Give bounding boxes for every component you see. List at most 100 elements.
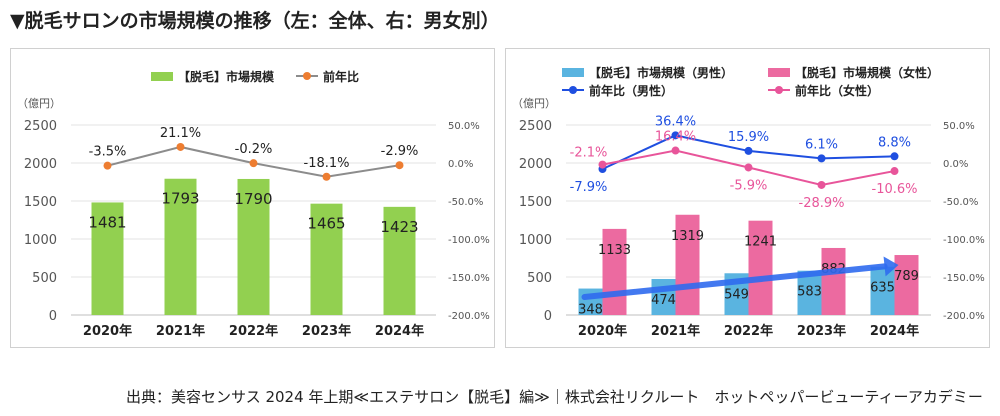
y-tick-label: 1000 <box>24 233 57 248</box>
y-tick-label: 1500 <box>24 195 57 210</box>
legend-label: 【脱毛】市場規模（男性） <box>589 65 733 80</box>
x-tick-label: 2023年 <box>797 323 846 339</box>
bar-data-label: 1241 <box>744 235 777 250</box>
x-tick-label: 2021年 <box>156 323 205 339</box>
line-point <box>395 161 404 170</box>
trend-arrow-shaft <box>581 263 888 300</box>
y2-tick-label: -50.0% <box>448 197 483 208</box>
bar-data-label: 474 <box>651 293 676 308</box>
bar <box>383 206 416 315</box>
x-tick-label: 2022年 <box>724 323 773 339</box>
legend-marker <box>303 72 311 80</box>
bar <box>894 255 919 315</box>
legend-label: 前年比 <box>323 69 359 84</box>
chart-gender: 0 500 1000 1500 2000 2500 -200.0% -150.0% -100.0… <box>512 65 985 339</box>
bar <box>91 202 124 315</box>
line-data-label: -7.9% <box>570 180 608 195</box>
y2-tick-label: -150.0% <box>448 273 490 284</box>
line-data-label: 8.8% <box>878 135 911 150</box>
line-point <box>890 152 899 161</box>
bar <box>164 178 197 315</box>
legend-label: 【脱毛】市場規模 <box>178 69 275 84</box>
x-tick-label: 2023年 <box>302 323 351 339</box>
bar <box>797 270 822 315</box>
line-point <box>671 131 680 140</box>
bar-data-label: 1465 <box>307 215 345 233</box>
bar <box>870 266 895 315</box>
line-data-label: 15.9% <box>728 130 769 145</box>
line-data-label: -10.6% <box>872 182 918 197</box>
bar-data-label: 1481 <box>88 213 126 231</box>
x-tick-label: 2020年 <box>578 323 627 339</box>
bar-data-label: 1319 <box>671 229 704 244</box>
y2-tick-label: 50.0% <box>943 121 975 132</box>
line-data-label: -5.9% <box>730 178 768 193</box>
legend-swatch <box>151 72 173 81</box>
line-point <box>671 146 680 155</box>
line-point <box>817 154 826 163</box>
y-tick-label: 500 <box>527 271 552 286</box>
source-note: 出典：美容センサス 2024 年上期≪エステサロン【脱毛】編≫｜株式会社リクルー… <box>126 388 983 406</box>
line-point <box>817 180 826 189</box>
chart-total: 0 500 1000 1500 2000 2500 -200.0% -150.0% -100.0… <box>17 69 490 339</box>
x-tick-label: 2020年 <box>83 323 132 339</box>
y2-tick-label: -100.0% <box>943 235 985 246</box>
line-data-label: 6.1% <box>805 137 838 152</box>
y-tick-label: 2500 <box>519 119 552 134</box>
bar-data-label: 1423 <box>380 218 418 236</box>
line-data-label: -2.9% <box>381 144 419 159</box>
bar-data-label: 789 <box>894 269 919 284</box>
line-data-label: -28.9% <box>799 196 845 211</box>
y-tick-label: 1500 <box>519 195 552 210</box>
y2-tick-label: -200.0% <box>943 311 985 322</box>
line-data-label: 21.1% <box>160 126 201 141</box>
bar <box>675 214 700 315</box>
bar <box>748 220 773 315</box>
line-data-label: -18.1% <box>304 156 350 171</box>
y-tick-label: 0 <box>49 309 57 324</box>
x-tick-label: 2024年 <box>375 323 424 339</box>
legend-label: 前年比（女性） <box>795 83 879 98</box>
x-tick-label: 2021年 <box>651 323 700 339</box>
bar-data-label: 348 <box>578 303 603 318</box>
line-data-label: -3.5% <box>89 145 127 160</box>
line-point <box>176 142 185 151</box>
line-data-label: -2.1% <box>570 146 608 161</box>
bar-data-label: 583 <box>797 285 822 300</box>
legend-swatch <box>768 68 790 77</box>
trend-arrow-head <box>883 256 899 277</box>
bar <box>821 247 846 315</box>
bar <box>651 278 676 315</box>
line-point <box>322 172 331 181</box>
legend-swatch <box>562 68 584 77</box>
line-point <box>890 167 899 176</box>
line-point <box>103 161 112 170</box>
y-unit-label: （億円） <box>512 97 556 110</box>
bar-data-label: 1793 <box>161 190 199 208</box>
legend-marker <box>775 86 783 94</box>
legend-label: 前年比（男性） <box>589 83 673 98</box>
y-tick-label: 500 <box>32 271 57 286</box>
bar-data-label: 1133 <box>598 243 631 258</box>
y-tick-label: 2500 <box>24 119 57 134</box>
line-point <box>598 160 607 169</box>
y2-tick-label: 0.0% <box>943 159 968 170</box>
chart-panel-total: 0 500 1000 1500 2000 2500 -200.0% -150.0% -100.0… <box>10 48 495 348</box>
line-point <box>744 146 753 155</box>
y-tick-label: 0 <box>544 309 552 324</box>
y2-tick-label: -50.0% <box>943 197 978 208</box>
y-tick-label: 2000 <box>24 157 57 172</box>
y2-tick-label: 50.0% <box>448 121 480 132</box>
x-tick-label: 2022年 <box>229 323 278 339</box>
page-heading: ▼脱毛サロンの市場規模の推移（左：全体、右：男女別） <box>10 10 500 32</box>
line-data-label: -0.2% <box>235 142 273 157</box>
y2-tick-label: -150.0% <box>943 273 985 284</box>
line-point <box>744 163 753 172</box>
bar <box>237 178 270 315</box>
y2-tick-label: -100.0% <box>448 235 490 246</box>
chart-panel-gender: 0 500 1000 1500 2000 2500 -200.0% -150.0% -100.0… <box>505 48 990 348</box>
line-data-label: 36.4% <box>655 114 696 129</box>
bar-data-label: 549 <box>724 287 749 302</box>
bar <box>602 228 627 315</box>
y2-tick-label: 0.0% <box>448 159 473 170</box>
